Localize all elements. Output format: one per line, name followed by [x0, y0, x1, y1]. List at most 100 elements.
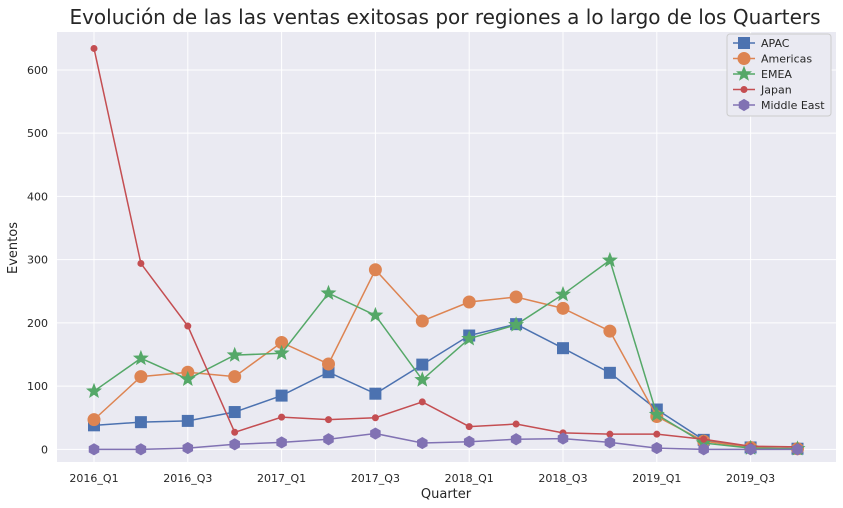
data-point-emea [601, 251, 618, 268]
data-point-middle-east [463, 435, 475, 448]
data-point-japan [653, 430, 661, 438]
x-tick-label: 2018_Q1 [445, 472, 494, 485]
data-point-apac [603, 366, 616, 379]
x-tick-label: 2017_Q1 [257, 472, 306, 485]
data-point-middle-east [417, 436, 428, 450]
legend-marker [740, 86, 748, 93]
data-point-japan [90, 44, 98, 52]
data-point-middle-east [792, 443, 803, 456]
series-line-japan [93, 48, 798, 448]
series-emea [86, 251, 806, 456]
legend-item-apac: APAC [733, 37, 790, 50]
legend-label: Middle East [761, 99, 825, 112]
legend-marker [736, 65, 752, 81]
data-point-middle-east [135, 443, 147, 456]
y-tick-label: 500 [27, 127, 48, 140]
data-point-emea [86, 382, 102, 398]
data-point-apac [181, 414, 194, 427]
data-point-emea [555, 286, 571, 302]
y-tick-label: 400 [27, 190, 48, 203]
data-point-emea [461, 330, 478, 346]
data-point-emea [226, 346, 243, 362]
legend: APAC Americas EMEA Japan Middle East [726, 33, 832, 117]
data-point-japan [371, 414, 379, 422]
data-point-emea [179, 370, 196, 386]
data-point-emea [414, 371, 431, 387]
legend-marker [737, 52, 751, 65]
y-tick-label: 200 [27, 317, 48, 330]
data-point-emea [508, 316, 525, 332]
data-point-middle-east [229, 438, 240, 451]
legend-label: APAC [761, 37, 790, 50]
x-tick-label: 2017_Q3 [351, 472, 400, 485]
data-point-emea [273, 344, 290, 361]
data-point-japan [137, 259, 145, 267]
y-tick-labels: 0 100 200 300 400 500 600 [27, 64, 48, 456]
data-point-apac [228, 406, 241, 419]
x-tick-label: 2016_Q3 [163, 472, 212, 485]
data-point-americas [509, 290, 523, 304]
y-axis-label: Eventos [6, 222, 21, 274]
data-point-japan [325, 416, 332, 424]
x-tick-label: 2019_Q3 [726, 472, 775, 485]
data-point-apac [369, 387, 382, 400]
data-point-middle-east [745, 443, 756, 456]
data-point-middle-east [651, 442, 663, 455]
series-japan [90, 44, 801, 451]
x-axis-label: Quarter [421, 487, 472, 502]
legend-box [726, 33, 832, 117]
data-point-emea [367, 306, 384, 323]
data-point-americas [415, 314, 429, 328]
series-line-middle-east [94, 432, 798, 451]
data-point-japan [512, 420, 520, 428]
data-point-japan [606, 430, 614, 438]
data-point-japan [465, 423, 473, 431]
series-line-apac [93, 323, 798, 450]
legend-item-emea: EMEA [733, 65, 792, 81]
legend-marker [738, 37, 750, 49]
data-point-apac [557, 342, 569, 355]
data-point-americas [322, 357, 335, 371]
data-point-apac [134, 416, 147, 429]
legend-item-americas: Americas [733, 52, 812, 66]
series-group [86, 44, 806, 456]
plot-area [57, 32, 836, 462]
legend-label: EMEA [761, 68, 792, 81]
legend-marker [738, 98, 750, 112]
legend-label: Japan [760, 84, 792, 97]
data-point-middle-east [370, 427, 381, 440]
legend-item-middle-east: Middle East [733, 98, 825, 112]
legend-item-japan: Japan [733, 84, 792, 97]
grid [57, 32, 836, 462]
data-point-japan [231, 428, 239, 436]
data-point-americas [462, 295, 476, 309]
data-point-americas [87, 413, 101, 427]
data-point-middle-east [323, 433, 334, 446]
x-tick-labels: 2016_Q1 2016_Q3 2017_Q1 2017_Q3 2018_Q1 2018_… [69, 472, 775, 485]
data-point-americas [134, 370, 148, 384]
data-point-middle-east [88, 443, 100, 456]
y-tick-label: 300 [27, 254, 48, 267]
data-point-middle-east [182, 442, 194, 455]
data-point-middle-east [510, 433, 522, 446]
data-point-americas [603, 324, 617, 338]
data-point-japan [278, 413, 286, 421]
data-point-apac [275, 389, 288, 402]
data-point-emea [648, 406, 665, 422]
y-tick-label: 0 [41, 443, 48, 456]
series-line-emea [93, 259, 798, 450]
y-tick-label: 100 [27, 380, 48, 393]
data-point-apac [416, 358, 429, 371]
data-point-japan [184, 322, 192, 330]
data-point-americas [368, 263, 382, 277]
data-point-middle-east [557, 432, 569, 445]
chart-title: Evolución de las las ventas exitosas por… [69, 5, 820, 29]
data-point-middle-east [604, 436, 616, 449]
data-point-middle-east [698, 443, 709, 456]
data-point-emea [320, 284, 337, 300]
legend-label: Americas [761, 53, 812, 66]
x-tick-label: 2016_Q1 [69, 472, 118, 485]
data-point-emea [132, 349, 149, 366]
data-point-americas [228, 370, 242, 384]
